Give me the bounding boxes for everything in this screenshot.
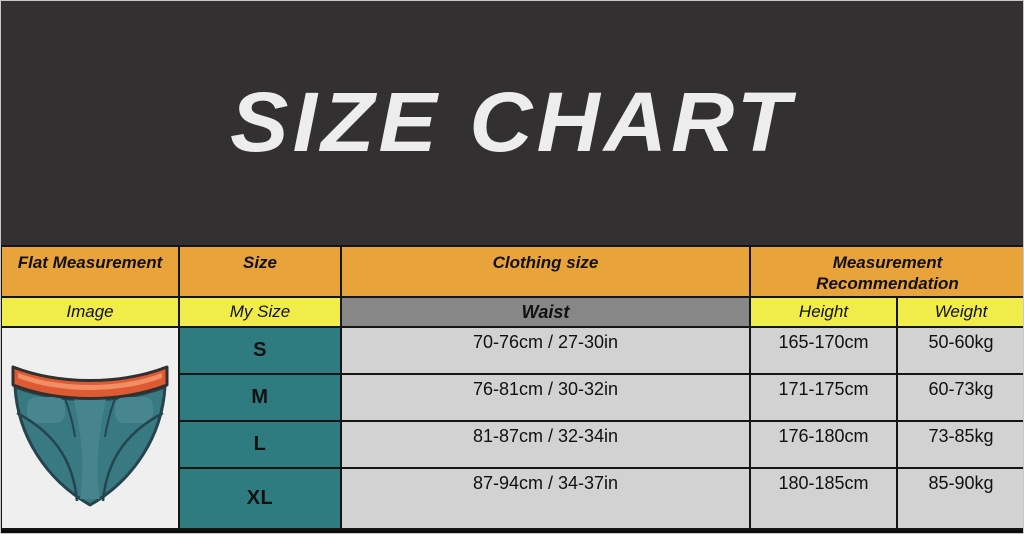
weight-value-l: 73-85kg bbox=[896, 420, 1024, 469]
weight-value-m: 60-73kg bbox=[896, 373, 1024, 422]
header-flat-measurement: Flat Measurement bbox=[0, 245, 180, 298]
waist-value-s: 70-76cm / 27-30in bbox=[340, 326, 751, 375]
briefs-illustration bbox=[3, 329, 177, 527]
size-label-l: L bbox=[178, 420, 342, 469]
header-clothing-size: Clothing size bbox=[340, 245, 751, 298]
table-row-xl: XL 87-94cm / 34-37in 180-185cm 85-90kg bbox=[1, 467, 1024, 530]
title-banner: SIZE CHART bbox=[0, 0, 1024, 245]
height-value-m: 171-175cm bbox=[749, 373, 898, 422]
subheader-image: Image bbox=[0, 296, 180, 328]
height-value-s: 165-170cm bbox=[749, 326, 898, 375]
weight-value-s: 50-60kg bbox=[896, 326, 1024, 375]
waist-value-m: 76-81cm / 30-32in bbox=[340, 373, 751, 422]
height-value-l: 176-180cm bbox=[749, 420, 898, 469]
table-row-s: S 70-76cm / 27-30in 165-170cm 50-60kg bbox=[0, 326, 1024, 530]
table-row-l: L 81-87cm / 32-34in 176-180cm 73-85kg bbox=[1, 420, 1024, 469]
size-label-s: S bbox=[178, 326, 342, 375]
size-label-m: M bbox=[178, 373, 342, 422]
waist-value-xl: 87-94cm / 34-37in bbox=[340, 467, 751, 530]
subheader-height: Height bbox=[749, 296, 898, 328]
briefs-icon bbox=[11, 365, 169, 507]
waist-value-l: 81-87cm / 32-34in bbox=[340, 420, 751, 469]
weight-value-xl: 85-90kg bbox=[896, 467, 1024, 530]
header-row-columns: Image My Size Waist Height Weight bbox=[0, 296, 1024, 328]
header-measurement-recommendation: Measurement Recommendation bbox=[749, 245, 1024, 298]
size-label-xl: XL bbox=[178, 467, 342, 530]
subheader-my-size: My Size bbox=[178, 296, 342, 328]
bottom-black-strip bbox=[0, 530, 1024, 534]
size-table: Flat Measurement Size Clothing size Meas… bbox=[0, 245, 1024, 530]
product-image-cell bbox=[0, 326, 180, 530]
header-measurement-recommendation-label: Measurement Recommendation bbox=[816, 253, 959, 294]
table-row-m: M 76-81cm / 30-32in 171-175cm 60-73kg bbox=[1, 373, 1024, 422]
page-title: SIZE CHART bbox=[229, 75, 795, 169]
header-row-groups: Flat Measurement Size Clothing size Meas… bbox=[0, 245, 1024, 298]
header-size: Size bbox=[178, 245, 342, 298]
subheader-waist: Waist bbox=[340, 296, 751, 328]
height-value-xl: 180-185cm bbox=[749, 467, 898, 530]
subheader-weight: Weight bbox=[896, 296, 1024, 328]
